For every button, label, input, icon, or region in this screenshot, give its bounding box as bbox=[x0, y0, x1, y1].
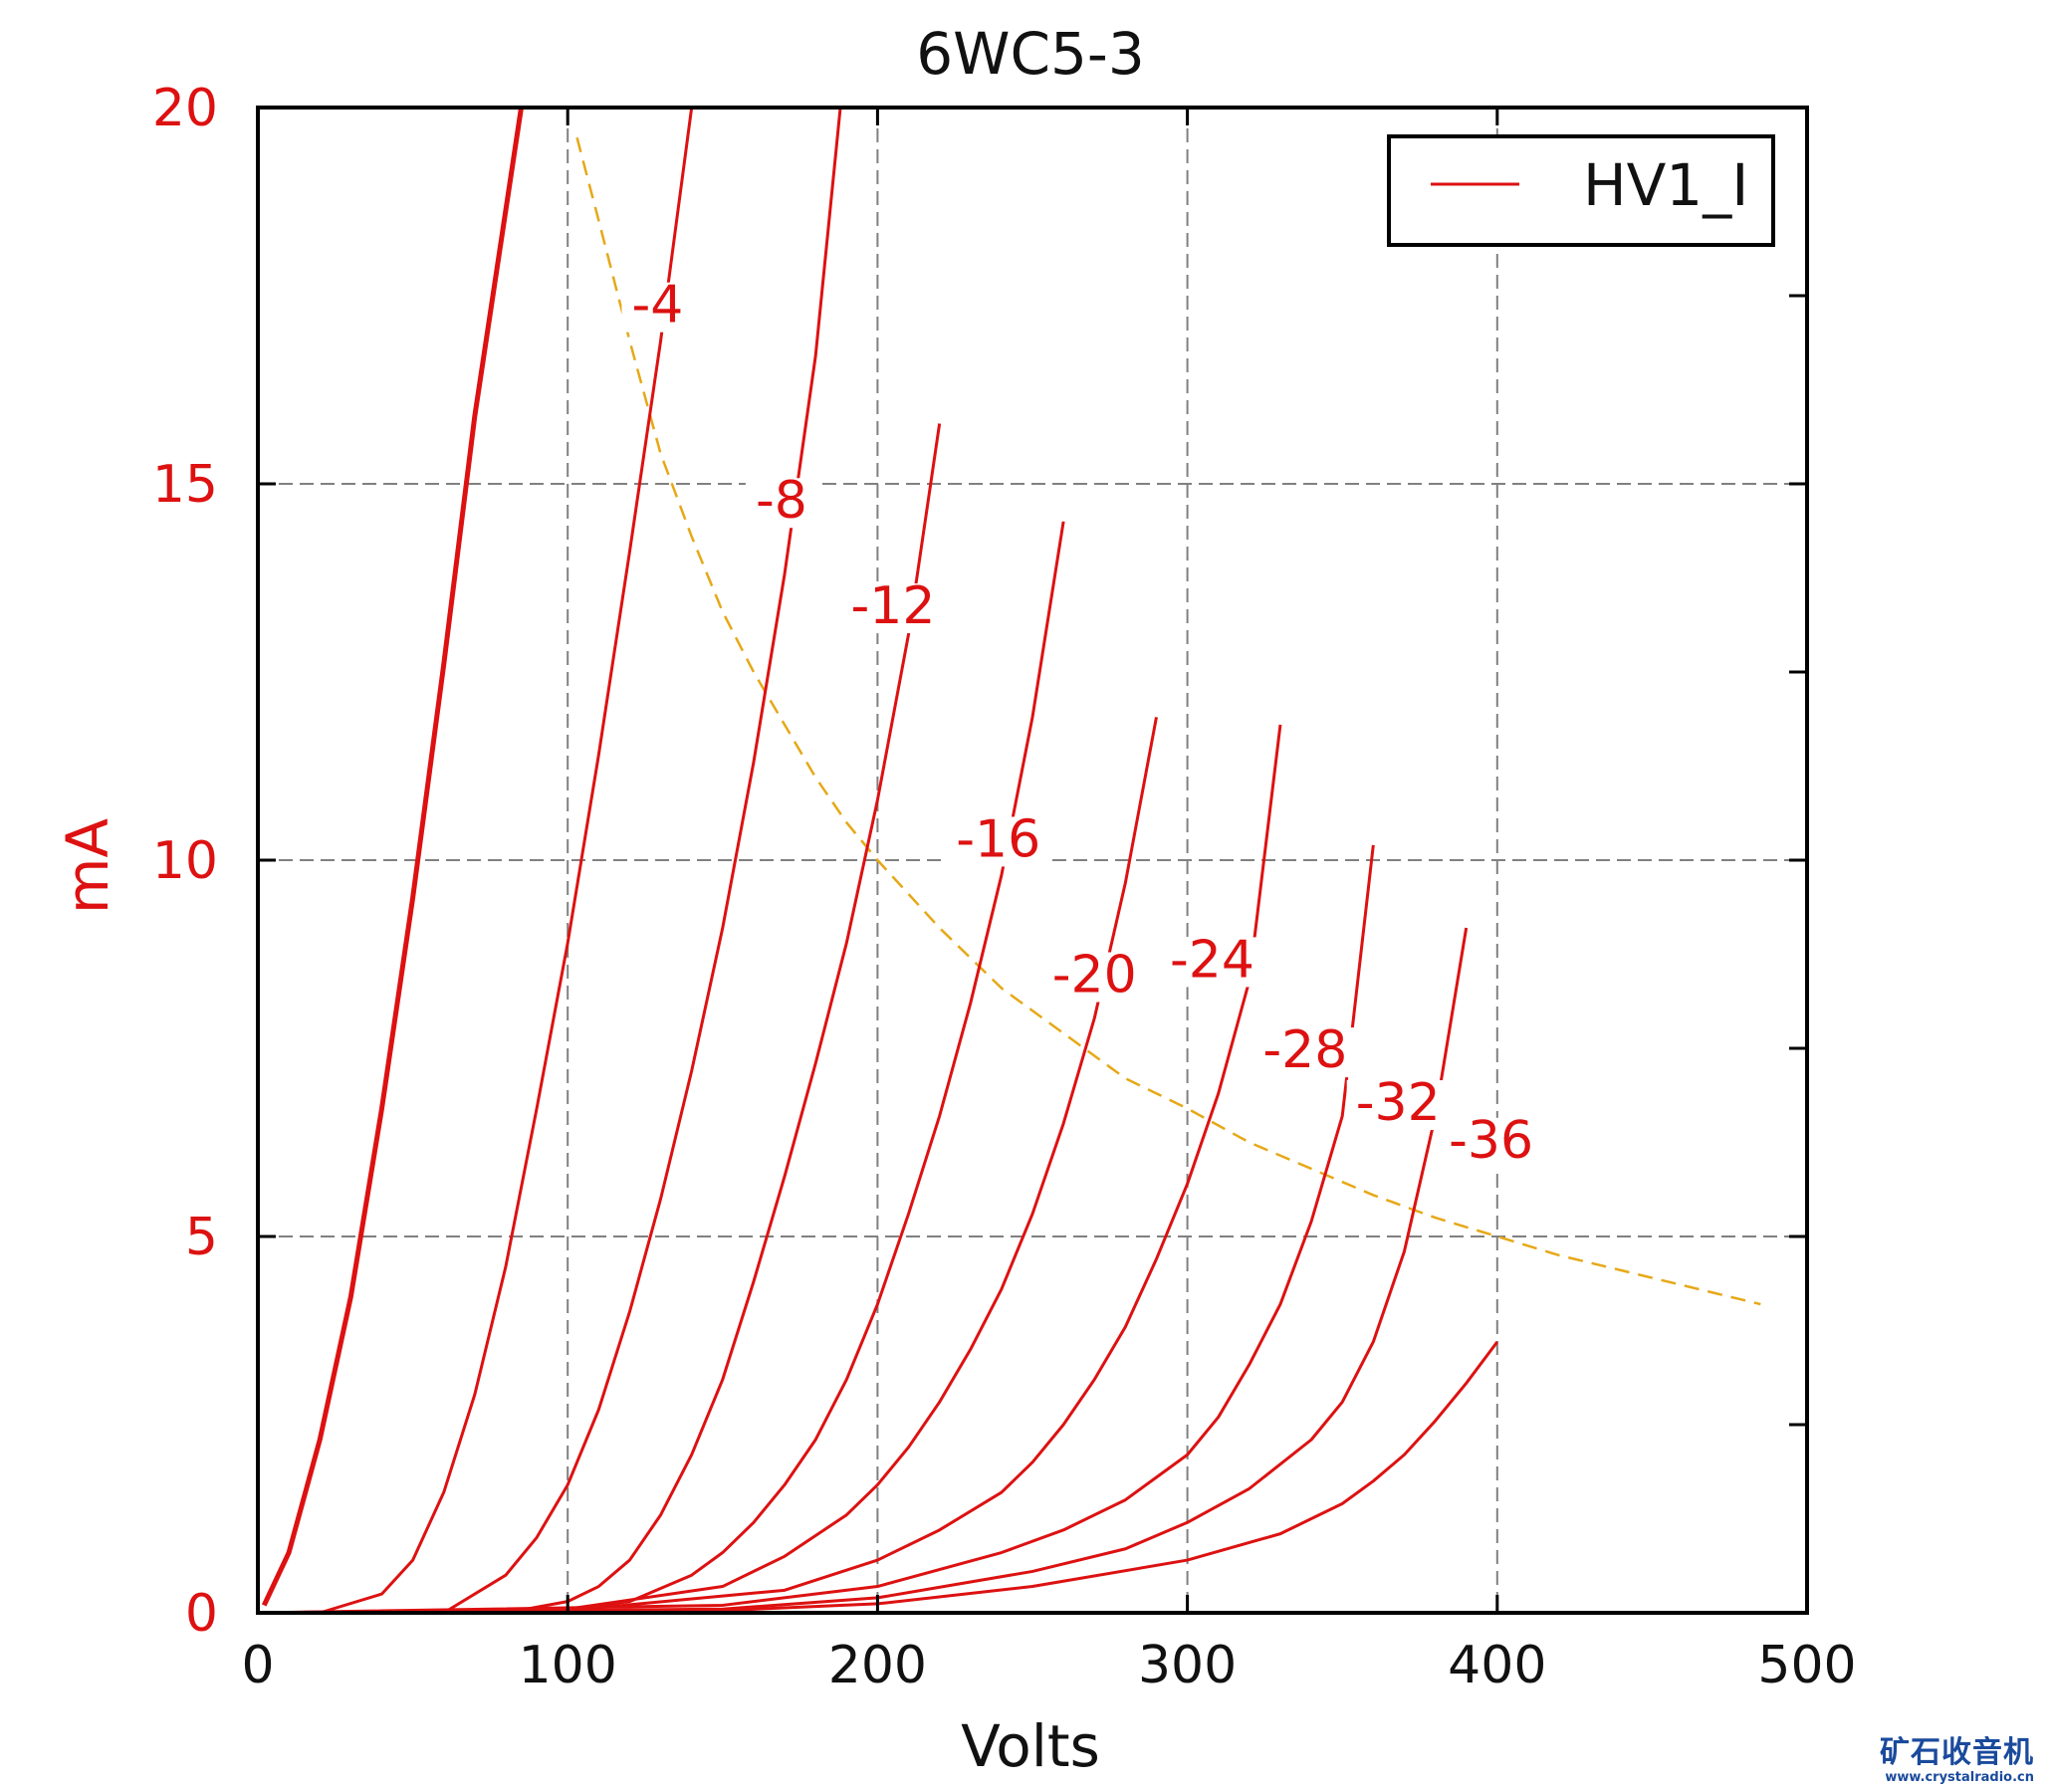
curve-label-bg bbox=[1160, 937, 1263, 988]
curve-label-bg bbox=[947, 816, 1050, 867]
x-tick-label: 400 bbox=[1448, 1636, 1546, 1695]
y-tick-label: 15 bbox=[152, 455, 218, 515]
plate-curve bbox=[258, 423, 942, 1615]
curve-label-bg bbox=[1346, 1080, 1450, 1131]
curve-label-text: -8 bbox=[756, 471, 807, 531]
curve-label: -12 bbox=[841, 576, 945, 636]
x-tick-label: 500 bbox=[1757, 1636, 1856, 1695]
curve-label-text: -20 bbox=[1052, 946, 1137, 1006]
watermark-url: www.crystalradio.cn bbox=[1885, 1770, 2034, 1785]
curve-label: -36 bbox=[1440, 1111, 1543, 1171]
curve-label: -16 bbox=[947, 809, 1050, 869]
watermark-text: 矿石收音机 bbox=[1880, 1735, 2034, 1770]
curve-label: -24 bbox=[1160, 930, 1263, 990]
curve-label-layer: -4 -8 -12 -16 -20 -24-28-32-36 bbox=[621, 276, 1543, 1171]
x-tick-label: 300 bbox=[1138, 1636, 1237, 1695]
curve-label-text: -16 bbox=[956, 809, 1040, 869]
curve-label-text: -36 bbox=[1449, 1111, 1533, 1171]
curve-label-bg bbox=[621, 282, 694, 333]
curve-label-bg bbox=[1042, 952, 1146, 1003]
plate-curve bbox=[258, 107, 842, 1615]
x-tick-labels: 0 100 200 300 400 500 bbox=[241, 1636, 1856, 1695]
curve-label: -32 bbox=[1346, 1073, 1450, 1133]
plate-curve bbox=[257, 717, 1158, 1615]
x-axis-label: Volts bbox=[961, 1712, 1100, 1780]
curve-layer bbox=[257, 107, 1499, 1615]
curve-label-text: -32 bbox=[1356, 1073, 1441, 1133]
y-tick-label: 20 bbox=[152, 79, 218, 138]
legend: HV1_I bbox=[1387, 134, 1775, 247]
plate-curve bbox=[257, 521, 1065, 1615]
y-tick-labels: 0 5 10 15 20 bbox=[152, 79, 218, 1644]
watermark: 矿石收音机 www.crystalradio.cn bbox=[1880, 1736, 2034, 1786]
curve-label-text: -4 bbox=[632, 276, 684, 336]
x-tick-label: 100 bbox=[519, 1636, 617, 1695]
y-tick-label: 5 bbox=[185, 1208, 218, 1267]
chart-title: 6WC5-3 bbox=[916, 20, 1144, 88]
curve-label: -8 bbox=[745, 471, 817, 531]
plate-curve bbox=[257, 1340, 1499, 1615]
plate-curve bbox=[257, 844, 1375, 1615]
x-tick-label: 0 bbox=[241, 1636, 274, 1695]
y-axis-label: mA bbox=[54, 818, 121, 914]
tick-marks bbox=[256, 106, 1809, 1615]
curve-label-text: -28 bbox=[1262, 1020, 1347, 1080]
curve-label-bg bbox=[841, 583, 945, 634]
x-tick-label: 200 bbox=[828, 1636, 927, 1695]
plate-curve bbox=[257, 724, 1282, 1615]
legend-box bbox=[1387, 134, 1775, 247]
curve-label: -20 bbox=[1042, 946, 1146, 1006]
curve-label-text: -12 bbox=[850, 576, 935, 636]
load-line-layer bbox=[575, 136, 1761, 1306]
plate-curve bbox=[258, 107, 694, 1615]
curve-label-bg bbox=[1253, 1027, 1357, 1078]
curve-label: -4 bbox=[621, 276, 694, 336]
y-tick-label: 10 bbox=[152, 831, 218, 891]
curve-label-bg bbox=[745, 478, 817, 529]
curve-label: -28 bbox=[1253, 1020, 1357, 1080]
y-tick-label: 0 bbox=[185, 1584, 218, 1644]
legend-label: HV1_I bbox=[1583, 151, 1748, 219]
curve-label-bg bbox=[1440, 1117, 1543, 1168]
plate-curve bbox=[261, 107, 524, 1607]
load-line bbox=[575, 136, 1761, 1306]
curve-label-text: -24 bbox=[1170, 930, 1254, 990]
